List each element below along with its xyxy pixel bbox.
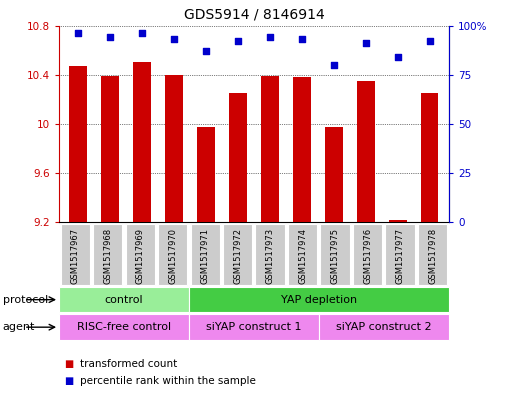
- Text: transformed count: transformed count: [80, 358, 177, 369]
- Text: siYAP construct 1: siYAP construct 1: [206, 322, 302, 332]
- Bar: [59, 287, 189, 312]
- Bar: [389, 220, 406, 222]
- Text: agent: agent: [3, 322, 35, 332]
- Text: GSM1517976: GSM1517976: [363, 228, 372, 284]
- Text: protocol: protocol: [3, 295, 48, 305]
- Text: GSM1517969: GSM1517969: [136, 228, 145, 284]
- Bar: [357, 81, 374, 222]
- Point: [298, 36, 306, 42]
- Text: percentile rank within the sample: percentile rank within the sample: [80, 376, 255, 386]
- Bar: [59, 314, 189, 340]
- Text: GSM1517972: GSM1517972: [233, 228, 242, 284]
- Bar: [418, 224, 447, 285]
- Bar: [93, 224, 123, 285]
- Point: [170, 36, 178, 42]
- Bar: [421, 93, 439, 222]
- Point: [234, 38, 242, 44]
- Text: GSM1517967: GSM1517967: [71, 228, 80, 284]
- Bar: [126, 224, 155, 285]
- Text: GSM1517971: GSM1517971: [201, 228, 210, 284]
- Bar: [158, 224, 187, 285]
- Bar: [325, 127, 343, 222]
- Bar: [229, 93, 247, 222]
- Text: GSM1517978: GSM1517978: [428, 228, 437, 284]
- Bar: [321, 224, 350, 285]
- Text: YAP depletion: YAP depletion: [281, 295, 357, 305]
- Text: RISC-free control: RISC-free control: [77, 322, 171, 332]
- Point: [426, 38, 434, 44]
- Bar: [293, 77, 311, 222]
- Bar: [61, 224, 90, 285]
- Bar: [385, 224, 415, 285]
- Text: GSM1517975: GSM1517975: [331, 228, 340, 284]
- Text: GSM1517977: GSM1517977: [396, 228, 405, 284]
- Bar: [255, 224, 285, 285]
- Bar: [197, 127, 215, 222]
- Point: [202, 48, 210, 54]
- Point: [393, 54, 402, 60]
- Bar: [190, 224, 220, 285]
- Bar: [165, 75, 183, 222]
- Point: [138, 30, 146, 37]
- Bar: [261, 76, 279, 222]
- Text: GSM1517974: GSM1517974: [298, 228, 307, 284]
- Bar: [223, 224, 252, 285]
- Text: GSM1517968: GSM1517968: [103, 228, 112, 284]
- Point: [74, 30, 82, 37]
- Bar: [189, 287, 449, 312]
- Bar: [102, 76, 119, 222]
- Text: ■: ■: [64, 358, 73, 369]
- Text: control: control: [105, 295, 143, 305]
- Point: [266, 34, 274, 40]
- Bar: [189, 314, 319, 340]
- Text: GSM1517970: GSM1517970: [168, 228, 177, 284]
- Point: [106, 34, 114, 40]
- Text: ■: ■: [64, 376, 73, 386]
- Bar: [69, 66, 87, 222]
- Point: [330, 62, 338, 68]
- Point: [362, 40, 370, 46]
- Bar: [319, 314, 449, 340]
- Title: GDS5914 / 8146914: GDS5914 / 8146914: [184, 7, 324, 22]
- Bar: [288, 224, 318, 285]
- Text: GSM1517973: GSM1517973: [266, 228, 274, 284]
- Bar: [133, 62, 151, 222]
- Text: siYAP construct 2: siYAP construct 2: [336, 322, 432, 332]
- Bar: [353, 224, 382, 285]
